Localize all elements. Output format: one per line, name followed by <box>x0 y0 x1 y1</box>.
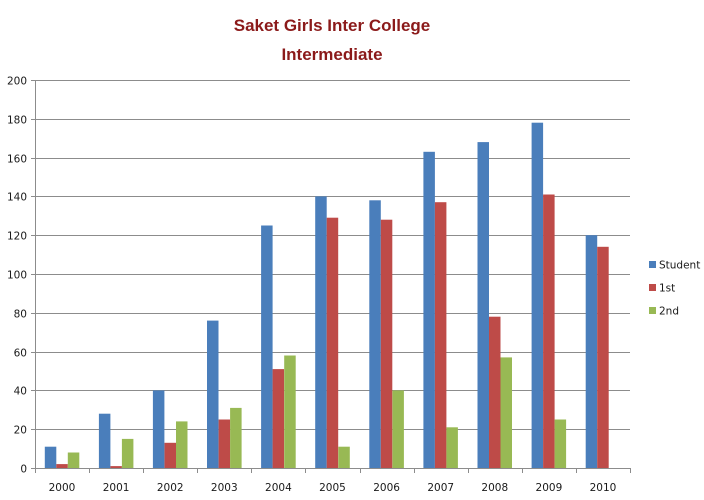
legend-label: 1st <box>659 283 675 295</box>
bar <box>152 390 165 468</box>
x-tick-label: 2009 <box>536 482 563 494</box>
chart-title: Saket Girls Inter College <box>234 16 431 35</box>
bar <box>218 419 231 468</box>
x-tick-label: 2007 <box>427 482 454 494</box>
y-tick-label: 180 <box>7 115 27 127</box>
bar <box>56 464 68 468</box>
bar <box>326 217 339 468</box>
x-tick-label: 2004 <box>265 482 292 494</box>
bar <box>446 427 458 468</box>
bar <box>121 438 134 468</box>
chart-subtitle: Intermediate <box>281 45 382 64</box>
bar <box>207 320 219 468</box>
bar <box>338 446 350 468</box>
bar <box>44 446 57 468</box>
bar <box>392 390 404 468</box>
bar <box>423 151 435 469</box>
y-tick-label: 0 <box>20 464 27 476</box>
bar <box>597 246 609 468</box>
bar <box>315 196 327 468</box>
y-tick-label: 100 <box>7 270 27 282</box>
legend-swatch <box>649 284 656 291</box>
bar <box>98 413 111 468</box>
x-tick-label: 2008 <box>481 482 508 494</box>
bar <box>230 407 242 468</box>
y-tick-label: 140 <box>7 192 27 204</box>
bar <box>500 357 512 468</box>
axes: 0 20 40 60 80 100 120 140 160 180 200 2000 2001 2002 2… <box>7 76 631 494</box>
x-tick-label: 2010 <box>590 482 617 494</box>
bar <box>543 194 555 468</box>
bar <box>380 219 393 468</box>
bar <box>477 142 489 468</box>
y-tick-label: 160 <box>7 154 27 166</box>
bar <box>369 200 381 469</box>
bar <box>110 466 122 468</box>
legend-swatch <box>649 261 656 268</box>
bar <box>67 452 80 468</box>
x-tick-label: 2006 <box>373 482 400 494</box>
bar <box>284 355 296 468</box>
x-tick-label: 2002 <box>157 482 184 494</box>
bar <box>164 442 176 468</box>
y-tick-label: 40 <box>14 386 27 398</box>
legend: Student 1st 2nd <box>649 260 700 318</box>
bar <box>272 369 285 468</box>
x-tick-label: 2000 <box>49 482 76 494</box>
legend-label: Student <box>659 260 700 272</box>
bar <box>176 421 188 468</box>
bar <box>554 419 567 468</box>
y-tick-label: 120 <box>7 231 27 243</box>
bar <box>261 225 273 468</box>
legend-label: 2nd <box>659 306 679 318</box>
bar <box>585 235 598 468</box>
y-tick-label: 200 <box>7 76 27 88</box>
y-tick-label: 20 <box>14 425 27 437</box>
bars <box>44 122 609 469</box>
legend-swatch <box>649 307 656 314</box>
x-tick-label: 2003 <box>211 482 238 494</box>
bar <box>489 316 501 468</box>
x-tick-label: 2001 <box>103 482 130 494</box>
bar <box>434 202 447 468</box>
x-tick-label: 2005 <box>319 482 346 494</box>
y-tick-label: 80 <box>14 309 27 321</box>
y-tick-label: 60 <box>14 348 27 360</box>
bar <box>531 122 544 468</box>
